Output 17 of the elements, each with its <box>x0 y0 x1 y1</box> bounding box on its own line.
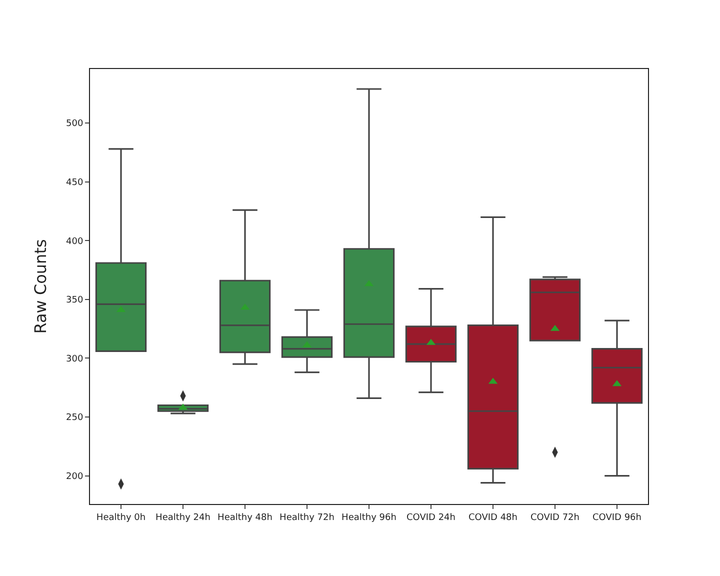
y-tick-label: 200 <box>66 472 84 482</box>
x-tick-label: COVID 96h <box>592 512 642 523</box>
y-tick-label: 350 <box>66 296 84 306</box>
y-tick-label: 300 <box>66 354 84 364</box>
x-tick-label: Healthy 24h <box>156 512 210 523</box>
x-tick-label: Healthy 96h <box>342 512 396 523</box>
y-tick-label: 250 <box>66 413 84 424</box>
x-tick-label: COVID 48h <box>468 512 518 523</box>
y-tick-label: 400 <box>66 236 84 247</box>
y-tick-label: 500 <box>66 119 84 130</box>
x-tick-label: COVID 24h <box>406 512 456 523</box>
x-tick-label: COVID 72h <box>530 512 580 523</box>
x-tick-label: Healthy 48h <box>218 512 272 523</box>
y-axis-title: Raw Counts <box>30 239 50 334</box>
y-tick-label: 450 <box>66 178 84 188</box>
x-tick-label: Healthy 72h <box>280 512 334 523</box>
x-tick-label: Healthy 0h <box>96 512 146 523</box>
